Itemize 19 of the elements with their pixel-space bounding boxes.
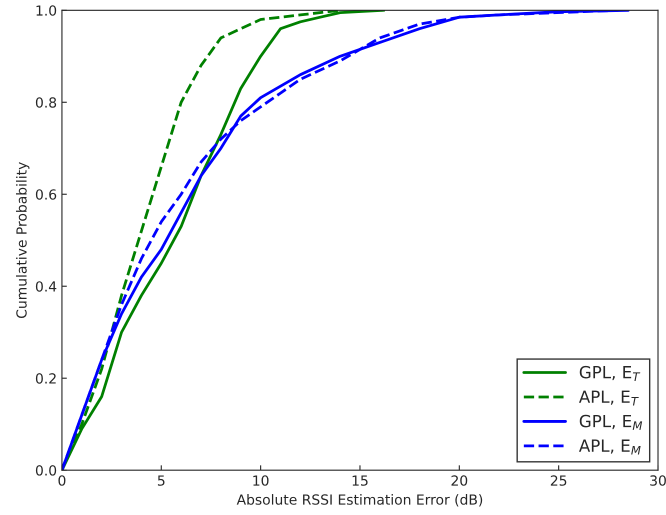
y-tick-label: 0.8: [36, 97, 56, 108]
legend-label: APL, E$_{T}$: [578, 390, 639, 406]
x-tick-label: 15: [352, 475, 368, 486]
y-tick-label: 0.2: [36, 373, 56, 384]
x-tick-label: 5: [158, 475, 164, 486]
legend-label: GPL, E$_{T}$: [580, 366, 640, 381]
y-tick-label: 0.4: [36, 281, 56, 292]
x-tick-label: 0: [58, 475, 66, 486]
y-tick-label: 1.0: [36, 5, 56, 16]
y-tick-label: 0.0: [36, 465, 56, 476]
legend-label: APL, E$_{M}$: [578, 440, 641, 454]
x-tick-label: 25: [550, 475, 566, 486]
y-tick-label: 0.6: [36, 189, 56, 200]
y-axis-title: Cumulative Probability: [16, 162, 30, 318]
x-tick-label: 10: [253, 475, 269, 486]
x-tick-label: 30: [650, 475, 666, 486]
x-tick-label: 20: [452, 475, 468, 486]
legend-label: GPL, E$_{M}$: [580, 414, 642, 430]
x-axis-title: Absolute RSSI Estimation Error (dB): [236, 494, 482, 506]
